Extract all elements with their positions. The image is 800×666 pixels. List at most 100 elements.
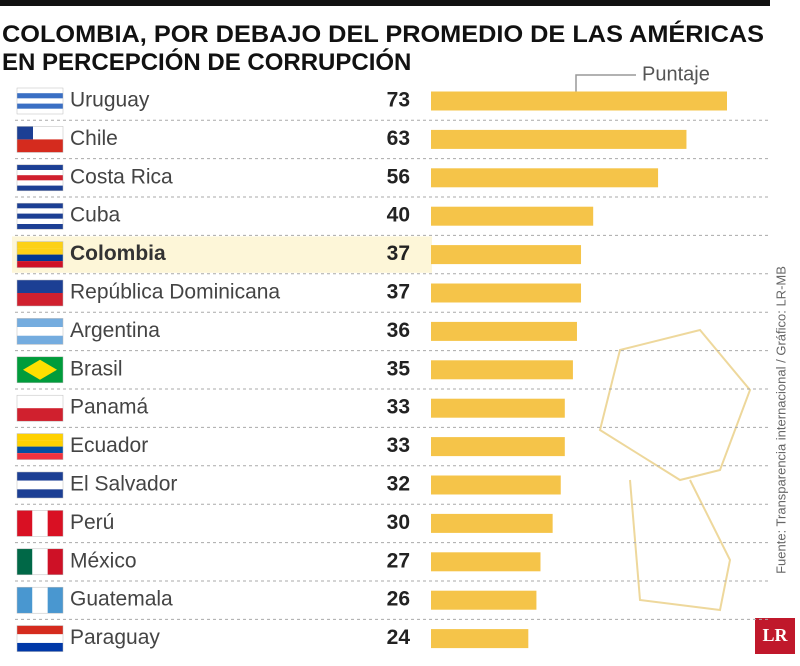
bar [431,398,565,418]
category-label: Ecuador [70,434,148,457]
flag-canton [17,280,33,293]
flag-stripe [17,480,63,490]
bar [431,629,529,649]
category-label: México [70,549,137,572]
chart-subtitle: EN PERCEPCIÓN DE CORRUPCIÓN [2,48,411,76]
value-label: Puntaje [642,63,710,85]
flag-stripe [17,293,63,306]
flag-stripe [17,433,63,441]
flag [16,548,64,576]
flag-border [16,279,64,307]
value-label: 56 [387,165,410,188]
flag-border [16,625,64,652]
flag-stripe [17,213,63,219]
category-label: Guatemala [70,588,173,611]
category-label: El Salvador [70,473,177,496]
flag [16,433,64,460]
flag-stripe [17,224,63,230]
flag-stripe [32,587,48,614]
flag-stripe [17,164,63,170]
value-label: 63 [387,127,410,150]
bar [431,552,541,572]
category-label: Costa Rica [70,165,173,188]
bar [431,91,727,111]
category-label: Chile [70,127,118,150]
flag-stripe [17,208,63,214]
flag [16,279,64,307]
category-label: Colombia [70,242,166,265]
flag-stripe [17,175,63,181]
flag-stripe [17,318,63,328]
bar [431,245,582,265]
flag-stripe [17,98,63,104]
flag-border [16,394,64,422]
flag-canton [17,126,33,140]
bar [431,513,553,533]
category-label: Uruguay [70,89,150,112]
flag-stripe [17,261,63,268]
flag-stripe [47,548,63,575]
flag-border [16,510,64,537]
flag-stripe [17,93,63,99]
value-label: 36 [387,319,410,342]
flag-stripe [17,108,63,114]
bar [431,129,687,149]
hand-illustration [598,328,752,612]
flag-stripe [17,139,63,153]
logo: LR [762,625,788,645]
category-label: Argentina [70,319,160,342]
flag [16,164,64,192]
flag-stripe [17,587,33,614]
value-label: 30 [387,511,410,534]
flag-stripe [17,88,63,94]
flag-border [16,241,64,268]
flag-stripe [17,170,63,176]
flag-stripe [17,446,63,454]
flag-stripe [47,587,63,614]
value-label: 33 [387,434,410,457]
flag [16,241,64,268]
flag-stripe [17,203,63,209]
logo-box [755,618,795,654]
flag-stripe [17,634,63,643]
category-label: Brasil [70,357,123,380]
flag-border [16,126,64,153]
flag-stripe [17,248,63,255]
flag-stripe [17,510,33,537]
flag-border [16,202,64,230]
value-label: 37 [387,281,410,304]
bar [431,360,573,380]
bar [431,168,659,188]
flag-stripe [17,472,63,481]
category-label: República Dominicana [70,281,280,304]
flag-border [16,164,64,192]
flag [16,394,64,422]
value-label: 26 [387,588,410,611]
flag [16,202,64,230]
flag-border [16,471,64,499]
flag-stripe [47,510,63,537]
flag [16,126,64,153]
flag-stripe [17,489,63,498]
flag-stripe [17,395,63,409]
flag-stripe [17,254,63,262]
flag-stripe [17,453,63,460]
flag-border [16,318,64,345]
flag [16,356,64,384]
flag [16,318,64,345]
flag-stripe [17,218,63,224]
flag-stripe [17,335,63,345]
category-label: Paraguay [70,626,160,649]
value-label: 33 [387,396,410,419]
flag-stripe [32,548,48,575]
flag-border [16,586,64,614]
source: Fuente: Transparencia internacional / Gr… [773,266,788,574]
bar [431,590,537,610]
flag-stripe [32,510,48,537]
row-highlight [12,236,432,273]
flag [16,586,64,614]
flag-stripe [17,241,63,249]
flag [16,471,64,499]
value-label: 35 [387,357,411,380]
flag-border [16,548,64,576]
